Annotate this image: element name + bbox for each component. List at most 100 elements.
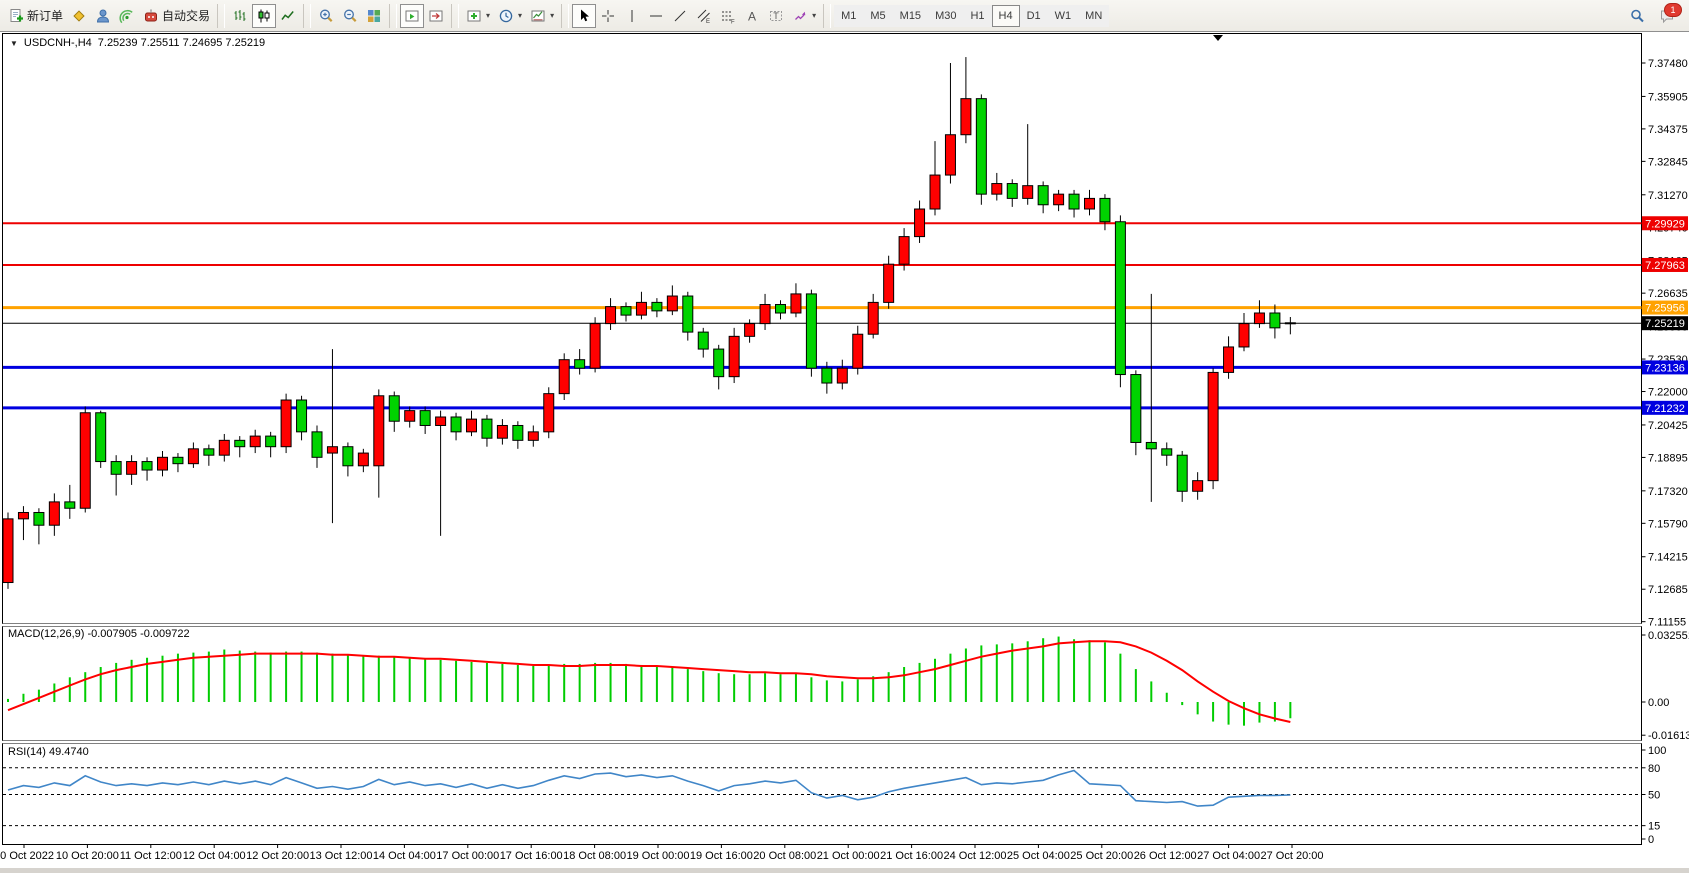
new-order-button-label: 新订单: [27, 9, 64, 23]
macd-histogram-bar: [285, 651, 288, 702]
macd-histogram-bar: [1011, 643, 1014, 702]
time-tick-label: 26 Oct 12:00: [1134, 850, 1197, 862]
crosshair-button[interactable]: [596, 4, 620, 28]
macd-histogram-bar: [1181, 702, 1184, 706]
fibonacci-button[interactable]: F: [716, 4, 740, 28]
new-order-button[interactable]: 新订单: [4, 4, 67, 28]
templates-button[interactable]: ▾: [526, 4, 558, 28]
navigator-button[interactable]: [91, 4, 115, 28]
timeframe-m1[interactable]: M1: [834, 4, 864, 27]
candle-body: [1037, 185, 1049, 206]
vertical-line-button[interactable]: [620, 4, 644, 28]
arrows-button[interactable]: ▾: [788, 4, 820, 28]
macd-histogram-bar: [1196, 702, 1199, 715]
tile-windows-button[interactable]: [362, 4, 386, 28]
timeframe-m5[interactable]: M5: [863, 4, 893, 27]
svg-text:F: F: [731, 19, 735, 24]
text-button[interactable]: A: [740, 4, 764, 28]
price-tag-label: 7.27963: [1645, 260, 1685, 272]
time-tick-label: 19 Oct 00:00: [627, 850, 690, 862]
chevron-down-icon[interactable]: ▾: [486, 11, 491, 20]
candle-body: [944, 134, 956, 176]
notifications-button[interactable]: 1: [1655, 2, 1682, 28]
timeframe-mn[interactable]: MN: [1078, 4, 1110, 27]
candle-body: [821, 367, 833, 384]
candle-body: [589, 323, 601, 369]
text-label-button[interactable]: T: [764, 4, 788, 28]
main-toolbar: 新订单 自动交易 ▾ ▾ ▾ E F A T ▾ M1 M5 M15 M30 H1 H4 D1 W1 MN 1: [0, 0, 1689, 32]
pane-divider[interactable]: [2, 740, 1642, 744]
label-icon: T: [770, 10, 783, 21]
channel-button[interactable]: E: [692, 4, 716, 28]
macd-indicator-label: MACD(12,26,9) -0.007905 -0.009722: [8, 628, 190, 640]
candle-body: [991, 183, 1003, 195]
zoom-out-button[interactable]: [338, 4, 362, 28]
candle-body: [1161, 448, 1173, 456]
macd-histogram-bar: [980, 645, 983, 702]
time-tick-label: 21 Oct 16:00: [880, 850, 943, 862]
indicators-button[interactable]: ▾: [462, 4, 494, 28]
market-watch-button[interactable]: [67, 4, 91, 28]
candlestick-button[interactable]: [252, 3, 277, 28]
price-tag-label: 7.29929: [1645, 218, 1685, 230]
chart-collapse-icon[interactable]: ▼: [10, 38, 18, 48]
macd-histogram-bar: [547, 664, 550, 702]
price-tick-label: 7.37480: [1648, 58, 1688, 70]
time-tick-label: 10 Oct 20:00: [56, 850, 119, 862]
candle-body: [1284, 322, 1296, 325]
timeframe-d1[interactable]: D1: [1019, 4, 1048, 27]
chart-ohlc-quote: 7.25239 7.25511 7.24695 7.25219: [97, 37, 266, 49]
pane-divider[interactable]: [2, 623, 1642, 627]
zoom-in-button[interactable]: [314, 4, 338, 28]
candle-body: [1084, 197, 1095, 210]
chevron-down-icon[interactable]: ▾: [550, 11, 555, 20]
candle-body: [2, 518, 14, 584]
macd-histogram-bar: [470, 661, 473, 702]
chart-canvas[interactable]: 7.374807.359057.343757.328457.312707.297…: [0, 32, 1689, 868]
macd-histogram-bar: [1258, 702, 1261, 723]
timeframe-w1[interactable]: W1: [1047, 4, 1079, 27]
price-tick-label: 7.31270: [1648, 190, 1688, 202]
candle-body: [126, 461, 138, 475]
line-chart-button[interactable]: [276, 4, 300, 28]
candle-body: [975, 98, 987, 195]
price-tick-label: 7.34375: [1648, 124, 1688, 136]
macd-histogram-bar: [733, 674, 736, 702]
macd-histogram-bar: [779, 674, 782, 702]
candle-body: [1223, 346, 1235, 373]
autoscroll-button[interactable]: [400, 3, 425, 28]
ohlc-bars-button[interactable]: [228, 4, 252, 28]
zoom-in-icon: [320, 9, 333, 22]
timeframe-h4[interactable]: H4: [991, 4, 1020, 27]
templates-icon: [531, 10, 545, 21]
candle-body: [898, 236, 910, 265]
chart-shift-button[interactable]: [424, 4, 448, 28]
horizontal-line-button[interactable]: [644, 4, 668, 28]
chart-window[interactable]: 7.374807.359057.343757.328457.312707.297…: [0, 32, 1689, 868]
candle-body: [1269, 312, 1281, 329]
chevron-down-icon[interactable]: ▾: [812, 11, 817, 20]
candle-body: [265, 435, 277, 448]
text-icon: A: [748, 9, 756, 23]
price-tick-label: 7.18895: [1648, 452, 1688, 464]
timeframe-m15[interactable]: M15: [892, 4, 929, 27]
trendline-button[interactable]: [668, 4, 692, 28]
search-button[interactable]: [1625, 4, 1649, 28]
autotrading-button[interactable]: 自动交易: [139, 4, 214, 28]
candle-body: [759, 304, 771, 325]
timeframe-m30[interactable]: M30: [928, 4, 964, 27]
chevron-down-icon[interactable]: ▾: [518, 11, 523, 20]
periods-button[interactable]: ▾: [494, 4, 526, 28]
macd-histogram-bar: [115, 662, 118, 702]
cursor-button[interactable]: [572, 3, 597, 28]
timeframe-h1[interactable]: H1: [963, 4, 992, 27]
macd-histogram-bar: [1165, 692, 1168, 702]
signals-button[interactable]: [115, 4, 139, 28]
macd-histogram-bar: [146, 657, 149, 702]
arrows-icon: [795, 11, 806, 20]
autotrading-button-label: 自动交易: [162, 9, 211, 23]
macd-histogram-bar: [825, 680, 828, 702]
price-tag: [1642, 400, 1688, 415]
notification-badge: 1: [1664, 2, 1682, 17]
price-pane: [2, 33, 1642, 624]
